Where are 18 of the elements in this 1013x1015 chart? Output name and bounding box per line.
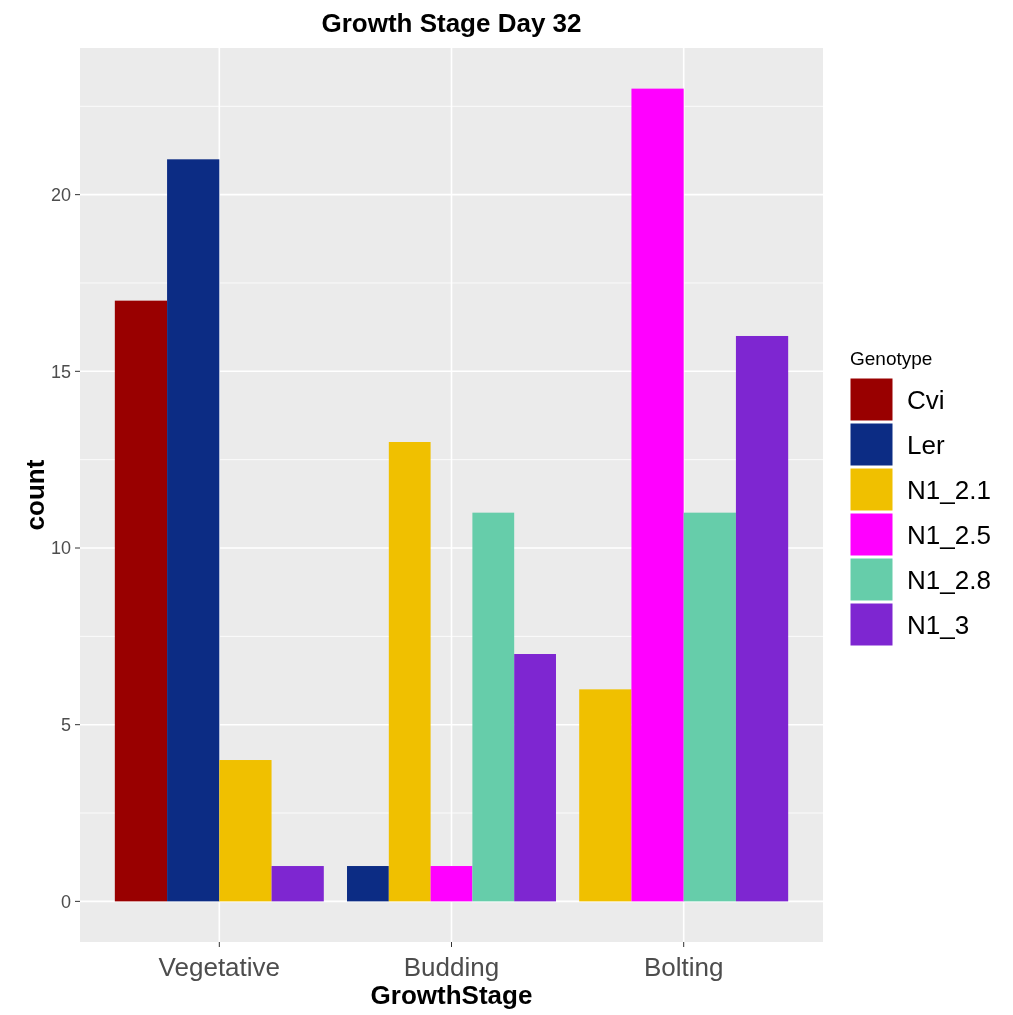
legend-label: Ler: [907, 430, 945, 461]
legend-label: N1_2.8: [907, 565, 991, 596]
x-tick-label: Budding: [403, 952, 500, 982]
legend-title: Genotype: [850, 348, 933, 369]
legend-label: N1_2.1: [907, 475, 991, 506]
y-tick-label: 10: [50, 538, 71, 559]
x-tick-label: Bolting: [643, 952, 724, 982]
y-tick-label: 20: [50, 184, 71, 205]
legend-label: N1_2.5: [907, 520, 991, 551]
x-tick-label: Vegetative: [158, 952, 281, 982]
legend-label: Cvi: [907, 385, 945, 416]
chart-title: Growth Stage Day 32: [321, 8, 582, 38]
y-tick-label: 0: [60, 891, 71, 912]
y-tick-label: 15: [50, 361, 71, 382]
legend-label: N1_3: [907, 610, 970, 641]
x-axis-title: GrowthStage: [370, 980, 533, 1010]
y-tick-label: 5: [60, 714, 71, 735]
y-axis-title: count: [20, 459, 50, 531]
